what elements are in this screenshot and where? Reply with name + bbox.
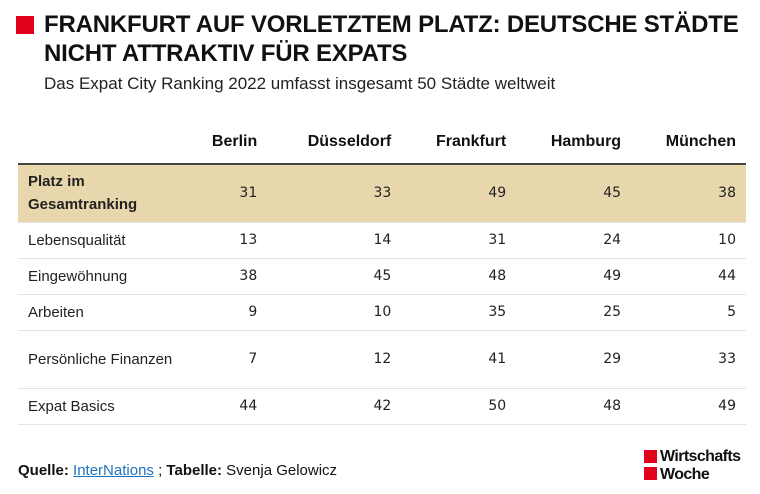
table-cell: 10 [267, 294, 402, 331]
table-cell: 12 [267, 330, 402, 389]
table-cell: 49 [516, 258, 632, 295]
row-label: Eingewöhnung [18, 258, 188, 295]
row-label: Arbeiten [18, 294, 188, 331]
column-header: Düsseldorf [267, 120, 402, 165]
logo-line-1: Wirtschafts [660, 448, 741, 465]
table-cell: 49 [631, 388, 746, 425]
table-header-row: Berlin Düsseldorf Frankfurt Hamburg München [18, 120, 746, 165]
table-cell: 35 [401, 294, 517, 331]
chart-subtitle: Das Expat City Ranking 2022 umfasst insg… [44, 74, 556, 93]
table-cell: 29 [516, 330, 632, 389]
column-header: Frankfurt [401, 120, 517, 165]
row-label: Expat Basics [18, 388, 188, 425]
table-cell: 25 [516, 294, 632, 331]
source-link[interactable]: InterNations [73, 462, 154, 479]
table-cell: 31 [188, 164, 268, 223]
column-header: München [631, 120, 746, 165]
table-cell: 45 [267, 258, 402, 295]
logo-text: Wirtschafts Woche [660, 448, 741, 484]
table-cell: 13 [188, 222, 268, 259]
table-cell: 38 [188, 258, 268, 295]
source-footer: Quelle: InterNations ; Tabelle: Svenja G… [18, 462, 337, 479]
table-cell: 48 [516, 388, 632, 425]
header-empty-cell [18, 120, 188, 165]
logo-square-icon [644, 450, 657, 463]
table-cell: 10 [631, 222, 746, 259]
table-cell: 42 [267, 388, 402, 425]
logo-line-2: Woche [660, 466, 710, 483]
table-cell: 24 [516, 222, 632, 259]
source-label: Quelle: [18, 462, 69, 479]
row-label: Persönliche Finanzen [18, 330, 188, 389]
table-cell: 49 [401, 164, 517, 223]
table-row: Arbeiten 9 10 35 25 5 [18, 294, 746, 331]
table-cell: 31 [401, 222, 517, 259]
table-cell: 33 [267, 164, 402, 223]
table-row: Eingewöhnung 38 45 48 49 44 [18, 258, 746, 295]
table-cell: 38 [631, 164, 746, 223]
author-name: Svenja Gelowicz [226, 462, 338, 479]
column-header: Berlin [188, 120, 268, 165]
table-cell: 44 [188, 388, 268, 425]
table-row: Expat Basics 44 42 50 48 49 [18, 388, 746, 425]
title-marker-icon [16, 16, 34, 34]
table-cell: 7 [188, 330, 268, 389]
wirtschaftswoche-logo: Wirtschafts Woche [644, 448, 750, 488]
table-cell: 9 [188, 294, 268, 331]
table-cell: 33 [631, 330, 746, 389]
footer-separator: ; [158, 462, 163, 479]
row-label: Platz im Gesamtranking [18, 164, 188, 223]
chart-title: FRANKFURT AUF VORLETZTEM PLATZ: DEUTSCHE… [44, 11, 739, 67]
table-cell: 14 [267, 222, 402, 259]
table-credit-label: Tabelle: [166, 462, 222, 479]
table-row: Persönliche Finanzen 7 12 41 29 33 [18, 330, 746, 389]
row-label: Lebensqualität [18, 222, 188, 259]
table-cell: 50 [401, 388, 517, 425]
ranking-table: Berlin Düsseldorf Frankfurt Hamburg München … [18, 120, 746, 425]
table-row: Platz im Gesamtranking 31 33 49 45 38 [18, 164, 746, 223]
table-cell: 48 [401, 258, 517, 295]
table-row: Lebensqualität 13 14 31 24 10 [18, 222, 746, 259]
title-block: FRANKFURT AUF VORLETZTEM PLATZ: DEUTSCHE… [16, 10, 746, 68]
logo-square-icon [644, 467, 657, 480]
table-cell: 45 [516, 164, 632, 223]
column-header: Hamburg [516, 120, 632, 165]
table-cell: 44 [631, 258, 746, 295]
table-cell: 41 [401, 330, 517, 389]
table-body: Platz im Gesamtranking 31 33 49 45 38 Lebensqu… [18, 164, 746, 425]
table-cell: 5 [631, 294, 746, 331]
